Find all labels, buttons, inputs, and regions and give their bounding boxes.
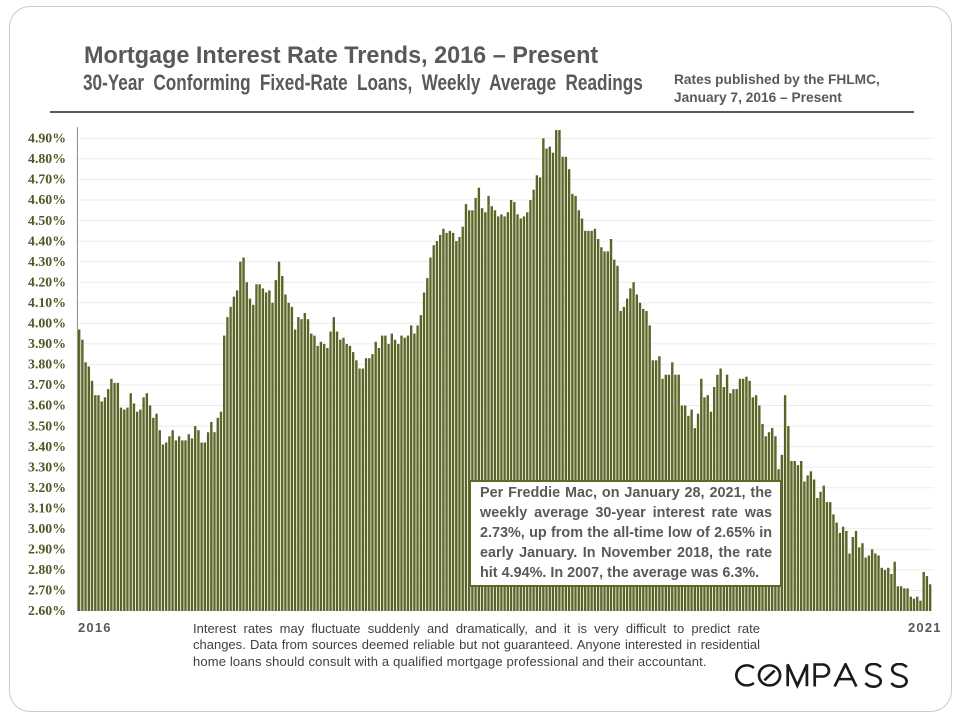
svg-text:3.90%: 3.90% bbox=[28, 336, 66, 351]
svg-text:2.90%: 2.90% bbox=[28, 542, 66, 557]
svg-text:4.80%: 4.80% bbox=[28, 151, 66, 166]
svg-text:4.20%: 4.20% bbox=[28, 274, 66, 289]
svg-text:2.60%: 2.60% bbox=[28, 603, 66, 618]
svg-text:4.10%: 4.10% bbox=[28, 295, 66, 310]
svg-text:2.70%: 2.70% bbox=[28, 583, 66, 598]
svg-text:3.70%: 3.70% bbox=[28, 377, 66, 392]
svg-text:3.40%: 3.40% bbox=[28, 439, 66, 454]
svg-text:3.00%: 3.00% bbox=[28, 521, 66, 536]
svg-text:4.90%: 4.90% bbox=[28, 131, 66, 146]
svg-text:4.30%: 4.30% bbox=[28, 254, 66, 269]
svg-text:4.60%: 4.60% bbox=[28, 192, 66, 207]
svg-text:4.50%: 4.50% bbox=[28, 213, 66, 228]
svg-text:2.80%: 2.80% bbox=[28, 562, 66, 577]
svg-text:3.10%: 3.10% bbox=[28, 500, 66, 515]
svg-text:3.50%: 3.50% bbox=[28, 418, 66, 433]
svg-text:3.60%: 3.60% bbox=[28, 398, 66, 413]
svg-text:4.40%: 4.40% bbox=[28, 233, 66, 248]
svg-text:4.00%: 4.00% bbox=[28, 316, 66, 331]
svg-text:3.80%: 3.80% bbox=[28, 357, 66, 372]
svg-text:4.70%: 4.70% bbox=[28, 172, 66, 187]
svg-text:3.20%: 3.20% bbox=[28, 480, 66, 495]
svg-text:3.30%: 3.30% bbox=[28, 459, 66, 474]
